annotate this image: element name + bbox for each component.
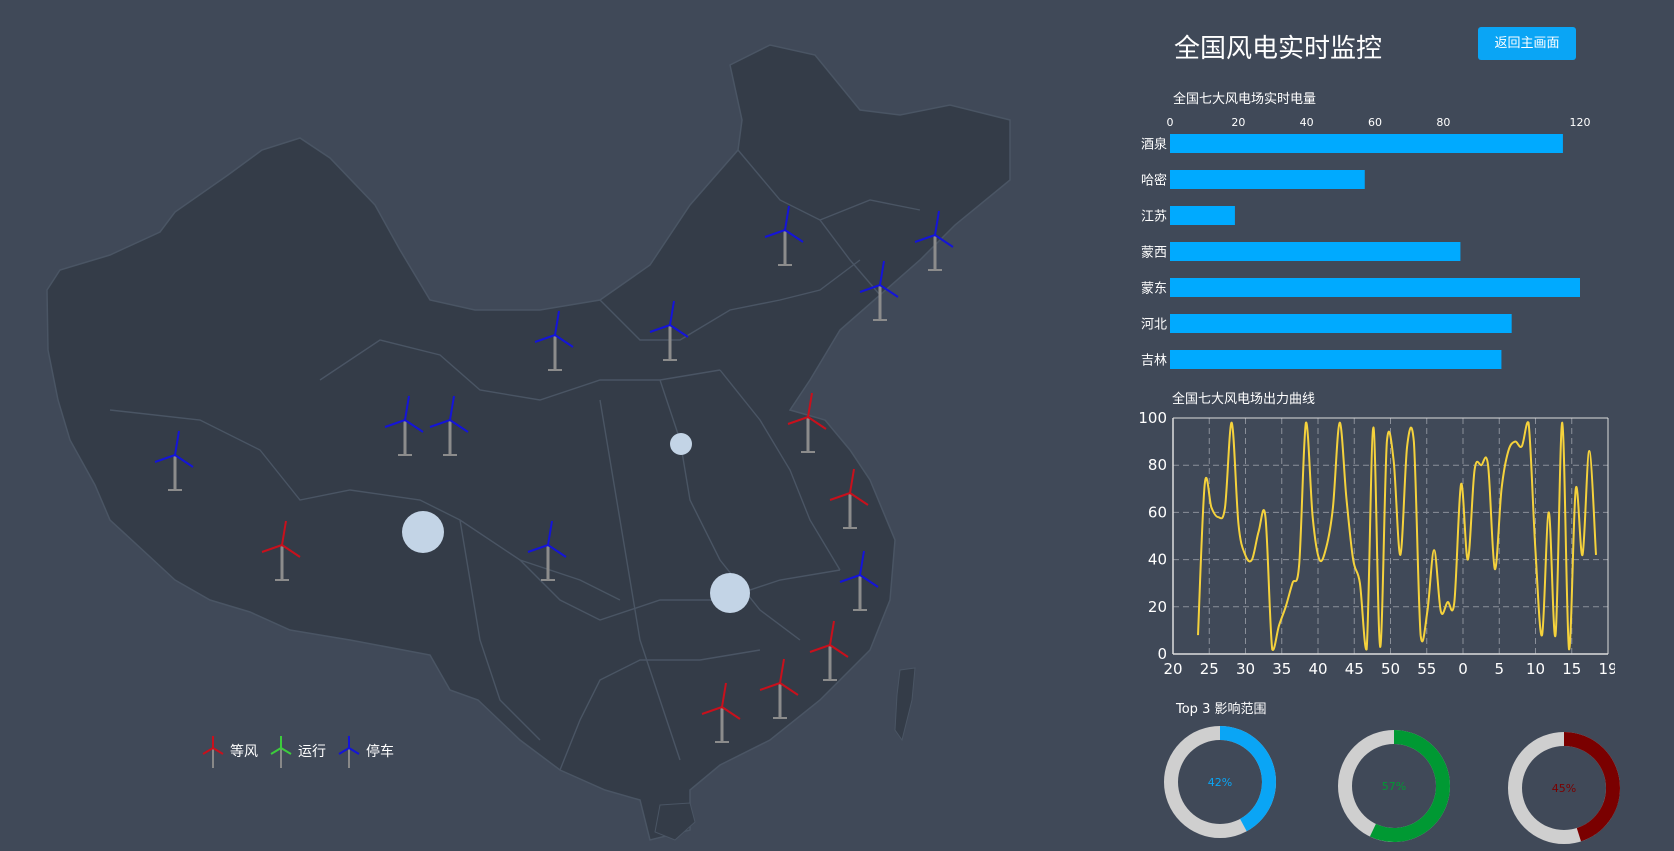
bar[interactable]	[1170, 314, 1512, 333]
taiwan-island	[894, 667, 916, 742]
wind-turbine-icon[interactable]	[787, 392, 827, 453]
x-tick-label: 50	[1381, 660, 1400, 678]
wind-turbine-icon[interactable]	[829, 468, 869, 529]
y-tick-label: 100	[1138, 410, 1167, 427]
bar[interactable]	[1170, 350, 1502, 369]
bar-category-label: 蒙东	[1141, 282, 1167, 297]
donut-percent-label: 57%	[1382, 780, 1406, 793]
bar-category-label: 酒泉	[1141, 137, 1167, 153]
donut-slice	[1508, 732, 1620, 844]
impact-circle-2[interactable]	[710, 573, 750, 613]
impact-circle-1[interactable]	[402, 511, 444, 553]
x-tick-label: 15	[1562, 660, 1581, 678]
wind-turbine-icon[interactable]	[154, 430, 194, 491]
bar-chart-title: 全国七大风电场实时电量	[1173, 92, 1317, 107]
x-tick-label: 20	[1163, 660, 1182, 678]
bar-category-label: 蒙西	[1141, 246, 1167, 261]
legend-item-running[interactable]: 运行	[268, 734, 326, 768]
bar-category-label: 吉林	[1141, 354, 1167, 369]
wind-turbine-icon[interactable]	[701, 682, 741, 743]
y-tick-label: 20	[1148, 598, 1167, 616]
bar-x-tick: 120	[1570, 116, 1591, 129]
donut-percent-label: 42%	[1208, 776, 1232, 789]
wind-turbine-icon[interactable]	[261, 520, 301, 581]
bar-x-tick: 40	[1300, 116, 1314, 129]
bar-x-tick: 20	[1231, 116, 1245, 129]
bar-x-tick: 80	[1436, 116, 1450, 129]
page-title: 全国风电实时监控	[1174, 34, 1383, 64]
donut-chart[interactable]: 57%	[1338, 730, 1450, 842]
wind-turbine-icon[interactable]	[914, 210, 954, 271]
wind-turbine-icon[interactable]	[859, 260, 899, 321]
legend-label: 停车	[366, 744, 394, 760]
x-tick-label: 30	[1236, 660, 1255, 678]
legend-label: 运行	[298, 744, 326, 760]
y-tick-label: 60	[1148, 503, 1167, 521]
bar[interactable]	[1170, 242, 1461, 261]
y-tick-label: 40	[1148, 551, 1167, 569]
wind-turbine-icon	[338, 736, 360, 768]
impact-donut-charts: 42% 57% 45%	[1164, 726, 1620, 844]
y-tick-label: 0	[1157, 645, 1167, 663]
legend-label: 等风	[230, 744, 258, 760]
bar[interactable]	[1170, 170, 1365, 189]
bar-x-tick: 0	[1167, 116, 1174, 129]
wind-turbine-icon[interactable]	[534, 310, 574, 371]
bar[interactable]	[1170, 278, 1580, 297]
x-tick-label: 25	[1200, 660, 1219, 678]
x-tick-label: 10	[1526, 660, 1545, 678]
wind-turbine-icon[interactable]	[764, 205, 804, 266]
turbine-legend: 等风 运行 停车	[200, 734, 404, 768]
wind-turbine-icon	[202, 736, 224, 768]
x-tick-label: 40	[1308, 660, 1327, 678]
x-tick-label: 0	[1458, 660, 1468, 678]
bar[interactable]	[1170, 134, 1563, 153]
x-tick-label: 35	[1272, 660, 1291, 678]
legend-item-waiting[interactable]: 等风	[200, 734, 258, 768]
province-borders	[109, 149, 921, 771]
x-tick-label: 55	[1417, 660, 1436, 678]
wind-turbine-icon[interactable]	[429, 395, 469, 456]
wind-turbine-icon[interactable]	[649, 300, 689, 361]
bar[interactable]	[1170, 206, 1235, 225]
line-chart-title: 全国七大风电场出力曲线	[1172, 392, 1316, 407]
bar-category-label: 江苏	[1141, 209, 1167, 225]
wind-turbine-icon[interactable]	[527, 520, 567, 581]
bar-category-label: 哈密	[1141, 173, 1167, 189]
china-map	[46, 44, 1011, 841]
donut-chart[interactable]: 45%	[1508, 732, 1620, 844]
wind-turbine-icon[interactable]	[809, 620, 849, 681]
donut-slice	[1164, 726, 1276, 838]
wind-turbine-icon	[270, 736, 292, 768]
impact-circle-3[interactable]	[670, 433, 692, 455]
wind-turbine-icon[interactable]	[759, 658, 799, 719]
donut-percent-label: 45%	[1552, 782, 1576, 795]
donut-section-title: Top 3 影响范围	[1176, 702, 1267, 717]
x-tick-label: 19	[1598, 660, 1615, 678]
legend-item-stopped[interactable]: 停车	[336, 734, 394, 768]
x-tick-label: 5	[1494, 660, 1504, 678]
wind-turbine-icon[interactable]	[384, 395, 424, 456]
donut-slice	[1338, 730, 1450, 842]
output-series-line[interactable]	[1197, 421, 1597, 651]
bar-x-tick: 60	[1368, 116, 1382, 129]
x-tick-label: 45	[1345, 660, 1364, 678]
y-tick-label: 80	[1148, 456, 1167, 474]
wind-turbine-icon[interactable]	[839, 550, 879, 611]
hainan-island	[654, 802, 696, 841]
return-home-button[interactable]: 返回主画面	[1478, 27, 1576, 60]
donut-chart[interactable]: 42%	[1164, 726, 1276, 838]
china-landmass	[46, 44, 1011, 841]
bar-category-label: 河北	[1141, 318, 1167, 333]
